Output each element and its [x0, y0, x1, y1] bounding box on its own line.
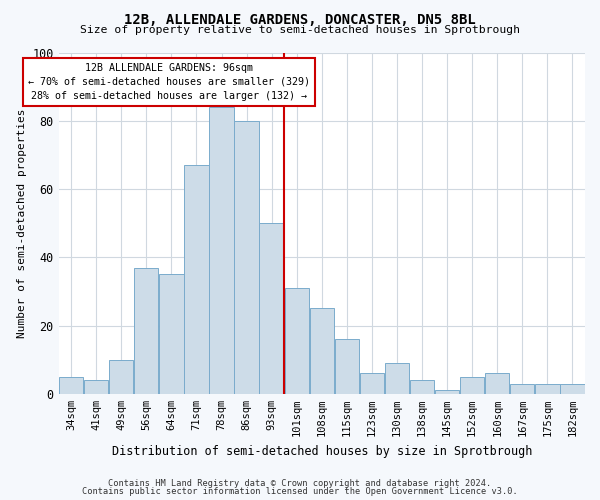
- Bar: [284, 288, 309, 394]
- Y-axis label: Number of semi-detached properties: Number of semi-detached properties: [17, 108, 27, 338]
- Bar: [460, 376, 484, 394]
- Bar: [360, 374, 384, 394]
- Bar: [335, 339, 359, 394]
- Bar: [310, 308, 334, 394]
- Bar: [435, 390, 459, 394]
- Bar: [84, 380, 109, 394]
- Bar: [184, 165, 209, 394]
- Bar: [510, 384, 535, 394]
- Text: Contains HM Land Registry data © Crown copyright and database right 2024.: Contains HM Land Registry data © Crown c…: [109, 478, 491, 488]
- Bar: [59, 376, 83, 394]
- Bar: [535, 384, 560, 394]
- Bar: [159, 274, 184, 394]
- Bar: [109, 360, 133, 394]
- Text: 12B, ALLENDALE GARDENS, DONCASTER, DN5 8BL: 12B, ALLENDALE GARDENS, DONCASTER, DN5 8…: [124, 12, 476, 26]
- Text: Size of property relative to semi-detached houses in Sprotbrough: Size of property relative to semi-detach…: [80, 25, 520, 35]
- Text: 12B ALLENDALE GARDENS: 96sqm
← 70% of semi-detached houses are smaller (329)
28%: 12B ALLENDALE GARDENS: 96sqm ← 70% of se…: [28, 62, 310, 100]
- X-axis label: Distribution of semi-detached houses by size in Sprotbrough: Distribution of semi-detached houses by …: [112, 444, 532, 458]
- Bar: [259, 223, 284, 394]
- Bar: [209, 107, 233, 394]
- Bar: [134, 268, 158, 394]
- Text: Contains public sector information licensed under the Open Government Licence v3: Contains public sector information licen…: [82, 487, 518, 496]
- Bar: [235, 121, 259, 394]
- Bar: [410, 380, 434, 394]
- Bar: [385, 363, 409, 394]
- Bar: [485, 374, 509, 394]
- Bar: [560, 384, 584, 394]
